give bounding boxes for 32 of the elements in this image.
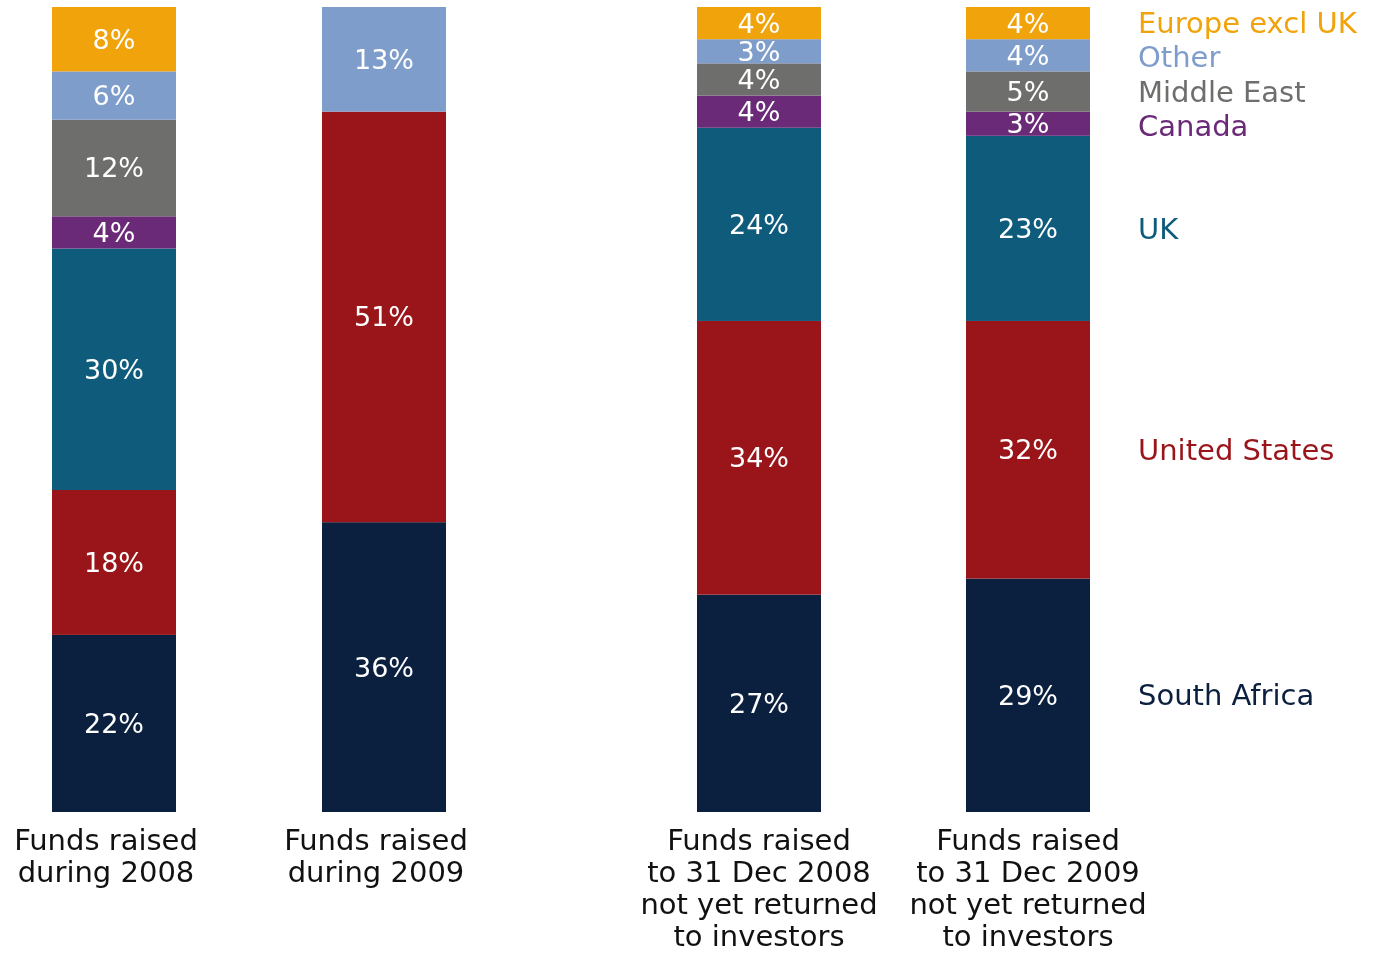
series-label: Middle East bbox=[1138, 74, 1306, 109]
data-label: 51% bbox=[353, 301, 415, 333]
series-label: Europe excl UK bbox=[1138, 6, 1358, 41]
data-label: 8% bbox=[92, 23, 136, 55]
data-label: 18% bbox=[83, 546, 145, 578]
data-label: 36% bbox=[353, 651, 415, 683]
x-tick-label: Funds raised during 2008 bbox=[14, 823, 198, 889]
data-label: 4% bbox=[1006, 39, 1050, 71]
data-label: 30% bbox=[83, 353, 145, 385]
data-label: 12% bbox=[83, 152, 145, 184]
x-tick-label: Funds raised to 31 Dec 2008 not yet returned to investors bbox=[640, 823, 878, 953]
data-label: 32% bbox=[997, 434, 1059, 466]
data-label: 5% bbox=[1006, 75, 1050, 107]
x-tick-label: Funds raised during 2009 bbox=[284, 823, 468, 889]
series-label: Canada bbox=[1138, 108, 1249, 143]
data-label: 23% bbox=[997, 212, 1059, 244]
data-label: 3% bbox=[1006, 108, 1050, 140]
data-label: 27% bbox=[728, 687, 790, 719]
data-label: 6% bbox=[92, 80, 136, 111]
data-label: 4% bbox=[92, 216, 136, 248]
data-label: 24% bbox=[728, 208, 790, 240]
x-tick-label: Funds raised to 31 Dec 2009 not yet returned to investors bbox=[909, 823, 1147, 953]
data-label: 4% bbox=[1006, 7, 1050, 39]
data-label: 34% bbox=[728, 442, 790, 474]
series-label: Other bbox=[1138, 40, 1221, 75]
data-label: 13% bbox=[353, 43, 415, 75]
data-label: 22% bbox=[83, 707, 145, 739]
series-label: United States bbox=[1138, 432, 1335, 467]
data-label: 4% bbox=[737, 96, 781, 128]
data-label: 29% bbox=[997, 679, 1059, 711]
series-label: South Africa bbox=[1138, 678, 1315, 713]
series-label: UK bbox=[1138, 211, 1180, 246]
